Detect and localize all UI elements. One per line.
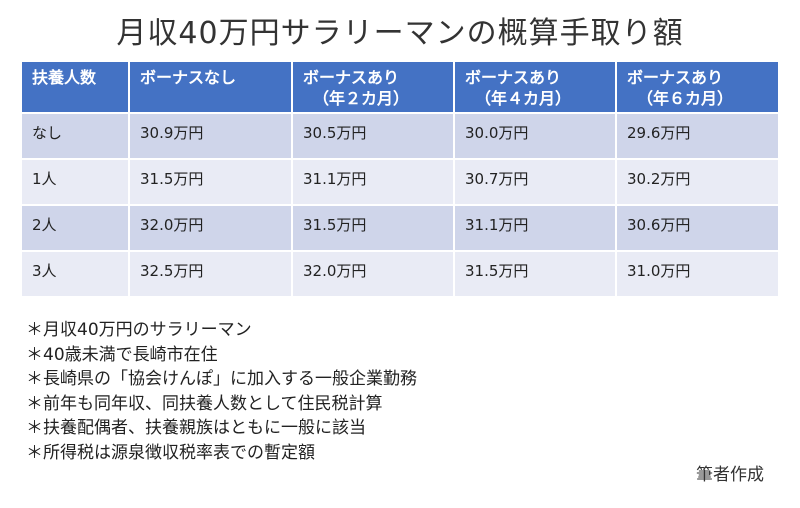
table-header-row: 扶養人数 ボーナスなし ボーナスあり （年２カ月） ボーナスあり （年４カ月） ボー…	[22, 62, 778, 114]
header-sublabel: （年４カ月）	[475, 89, 572, 108]
table-cell: 3人	[22, 251, 130, 298]
table-cell: 31.5万円	[292, 205, 455, 252]
header-label: ボーナスあり	[303, 68, 400, 87]
note-item: ＊前年も同年収、同扶養人数として住民税計算	[26, 393, 383, 414]
table-cell: 31.1万円	[292, 159, 455, 206]
note-item: ＊月収40万円のサラリーマン	[26, 320, 252, 340]
page-title: 月収40万円サラリーマンの概算手取り額	[116, 16, 684, 51]
table-cell: 30.7万円	[454, 159, 617, 206]
header-no-bonus: ボーナスなし	[129, 62, 293, 114]
table-row: なし 30.9万円 30.5万円 30.0万円 29.6万円	[22, 113, 778, 160]
source-credit: 筆者作成	[696, 465, 764, 485]
table-cell: 2人	[22, 205, 130, 252]
header-label: ボーナスあり	[627, 68, 724, 87]
table-cell: 31.0万円	[616, 251, 778, 298]
table-cell: 31.5万円	[454, 251, 617, 298]
table-row: 3人 32.5万円 32.0万円 31.5万円 31.0万円	[22, 251, 778, 298]
table-cell: なし	[22, 113, 130, 160]
header-sublabel: （年２カ月）	[313, 89, 410, 108]
table-row: 1人 31.5万円 31.1万円 30.7万円 30.2万円	[22, 159, 778, 206]
table-cell: 29.6万円	[616, 113, 778, 160]
table-cell: 31.1万円	[454, 205, 617, 252]
table-cell: 1人	[22, 159, 130, 206]
header-bonus-6-months: ボーナスあり （年６カ月）	[616, 62, 778, 114]
table-cell: 31.5万円	[129, 159, 293, 206]
table-cell: 30.2万円	[616, 159, 778, 206]
header-label: 扶養人数	[32, 68, 97, 87]
header-bonus-4-months: ボーナスあり （年４カ月）	[454, 62, 617, 114]
note-item: ＊所得税は源泉徴収税率表での暫定額	[26, 442, 315, 463]
take-home-pay-table: 扶養人数 ボーナスなし ボーナスあり （年２カ月） ボーナスあり （年４カ月） ボー…	[22, 62, 778, 298]
table-cell: 32.0万円	[292, 251, 455, 298]
note-item: ＊扶養配偶者、扶養親族はともに一般に該当	[26, 418, 366, 438]
table-cell: 30.0万円	[454, 113, 617, 160]
table-row: 2人 32.0万円 31.5万円 31.1万円 30.6万円	[22, 205, 778, 252]
table-cell: 32.0万円	[129, 205, 293, 252]
notes-list: ＊月収40万円のサラリーマン ＊40歳未満で長崎市在住 ＊長崎県の「協会けんぽ」…	[26, 318, 417, 465]
header-label: ボーナスあり	[465, 68, 562, 87]
table-cell: 30.5万円	[292, 113, 455, 160]
note-item: ＊長崎県の「協会けんぽ」に加入する一般企業勤務	[26, 369, 417, 389]
table-cell: 30.6万円	[616, 205, 778, 252]
table-cell: 30.9万円	[129, 113, 293, 160]
header-bonus-2-months: ボーナスあり （年２カ月）	[292, 62, 455, 114]
header-sublabel: （年６カ月）	[637, 89, 734, 108]
header-label: ボーナスなし	[140, 68, 237, 87]
header-dependents: 扶養人数	[22, 62, 130, 114]
note-item: ＊40歳未満で長崎市在住	[26, 344, 218, 365]
table-cell: 32.5万円	[129, 251, 293, 298]
